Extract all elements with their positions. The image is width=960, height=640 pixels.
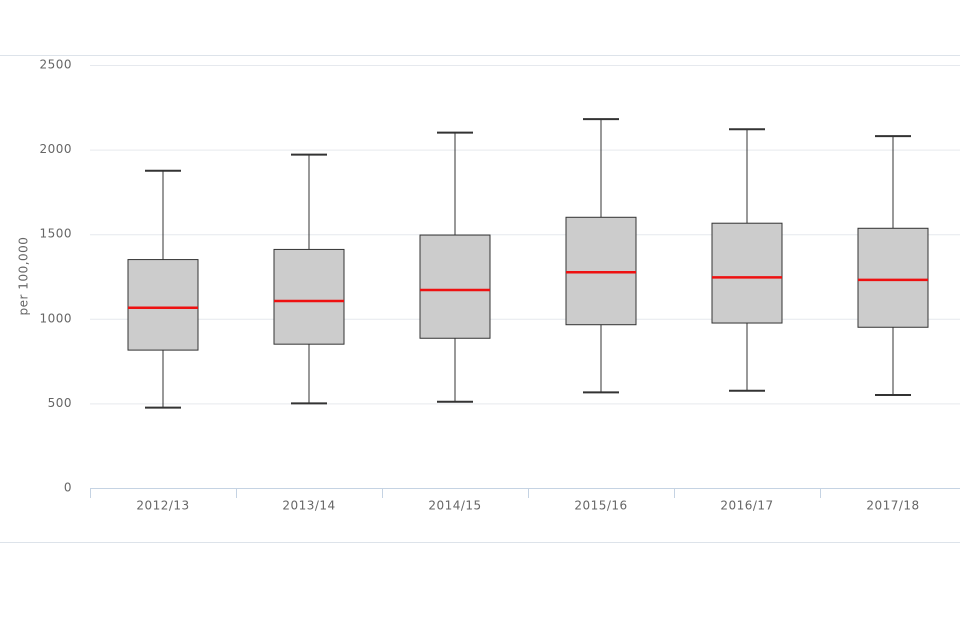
y-tick-label: 500 xyxy=(48,396,72,410)
box xyxy=(273,248,345,345)
box xyxy=(857,227,929,328)
x-tick-label: 2016/17 xyxy=(720,499,773,513)
y-tick-label: 2500 xyxy=(39,58,72,72)
x-tick-label: 2015/16 xyxy=(574,499,627,513)
y-axis-label: per 100,000 xyxy=(17,237,31,316)
x-tick-label: 2012/13 xyxy=(136,499,189,513)
x-tick-label: 2014/15 xyxy=(428,499,481,513)
box xyxy=(127,259,199,351)
y-tick-label: 1500 xyxy=(39,227,72,241)
box xyxy=(419,234,491,339)
x-tick-label: 2017/18 xyxy=(866,499,919,513)
x-tick-label: 2013/14 xyxy=(282,499,335,513)
box xyxy=(565,216,637,326)
y-tick-label: 0 xyxy=(64,481,72,495)
box xyxy=(711,222,783,324)
y-tick-label: 1000 xyxy=(39,311,72,325)
y-tick-label: 2000 xyxy=(39,142,72,156)
